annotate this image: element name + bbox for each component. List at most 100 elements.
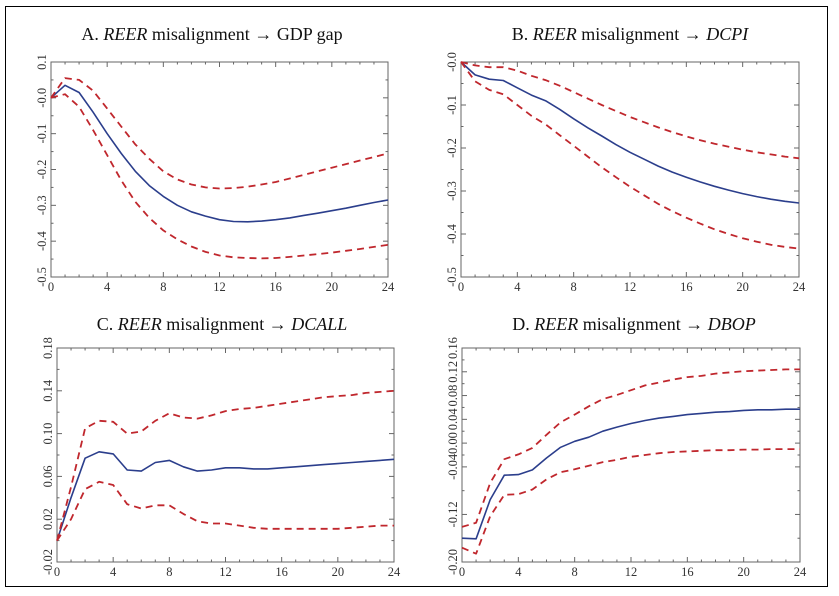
x-tick-label: 4 xyxy=(104,280,111,294)
y-tick-label: 0.14 xyxy=(41,379,55,402)
chart-panel-b: B. REER misalignment → DCPI 0 4 8 12 16 20 24 -0… xyxy=(445,24,806,294)
figure-frame xyxy=(5,6,828,587)
y-tick-label: -0.12 xyxy=(446,501,460,527)
series-line-upper xyxy=(461,368,800,528)
y-tick-label: -0.3 xyxy=(35,195,49,215)
x-tick-label: 16 xyxy=(680,280,693,294)
y-tick-label: -0.02 xyxy=(41,549,55,575)
title-shock: REER xyxy=(117,314,162,334)
x-tick-label: 20 xyxy=(332,565,345,579)
title-response: DCPI xyxy=(705,24,749,44)
chart-title: D. REER misalignment → DBOP xyxy=(512,314,755,334)
title-response: DBOP xyxy=(707,314,756,334)
x-tick-label: 8 xyxy=(571,280,577,294)
title-text: misalignment xyxy=(152,24,250,44)
plot-area-frame xyxy=(50,61,389,278)
chart-panel-a: A. REER misalignment → GDP gap 0 4 8 12 16 20 2… xyxy=(35,24,395,294)
y-tick-label: -0.2 xyxy=(445,138,459,158)
y-tick-label: 0.00 xyxy=(446,432,460,454)
y-tick-label: 0.18 xyxy=(41,337,55,359)
y-tick-label: -0.2 xyxy=(35,160,49,180)
x-tick-label: 24 xyxy=(388,565,401,579)
x-tick-label: 8 xyxy=(160,280,166,294)
y-tick-label: -0.0 xyxy=(35,88,49,108)
title-response: DCALL xyxy=(290,314,347,334)
title-arrow: → xyxy=(254,24,272,44)
series-line-upper xyxy=(460,61,800,160)
series-line-lower xyxy=(50,93,389,260)
title-arrow: → xyxy=(684,24,702,44)
x-tick-label: 20 xyxy=(736,280,749,294)
chart-panel-d: D. REER misalignment → DBOP 0 4 8 12 16 20 24 -0… xyxy=(446,314,807,579)
title-prefix: A. xyxy=(81,24,99,44)
y-tick-label: -0.04 xyxy=(446,453,460,480)
x-tick-label: 16 xyxy=(275,565,288,579)
title-arrow: → xyxy=(685,314,703,334)
x-tick-label: 0 xyxy=(458,280,464,294)
title-text: misalignment xyxy=(166,314,264,334)
x-tick-label: 4 xyxy=(515,565,522,579)
y-tick-label: 0.02 xyxy=(41,508,55,530)
title-text: misalignment xyxy=(583,314,681,334)
title-shock: REER xyxy=(102,24,147,44)
series-line-upper xyxy=(50,77,389,190)
plot-area-frame xyxy=(461,347,801,563)
y-tick-label: 0.12 xyxy=(446,361,460,383)
title-shock: REER xyxy=(533,314,578,334)
title-response: GDP gap xyxy=(277,24,343,44)
x-tick-label: 24 xyxy=(382,280,395,294)
x-tick-label: 8 xyxy=(166,565,172,579)
x-tick-label: 20 xyxy=(737,565,750,579)
x-tick-label: 0 xyxy=(459,565,465,579)
series-line-median xyxy=(56,450,395,541)
y-tick-label: -0.1 xyxy=(35,124,49,144)
y-tick-label: -0.4 xyxy=(35,231,49,252)
x-tick-label: 4 xyxy=(110,565,117,579)
x-tick-label: 24 xyxy=(794,565,807,579)
y-tick-label: 0.16 xyxy=(446,337,460,359)
title-arrow: → xyxy=(269,314,287,334)
y-tick-label: 0.08 xyxy=(446,385,460,407)
y-tick-label: -0.5 xyxy=(35,267,49,287)
chart-title: B. REER misalignment → DCPI xyxy=(512,24,750,44)
chart-panel-c: C. REER misalignment → DCALL 0 4 8 12 16 20 24 -… xyxy=(41,314,401,579)
y-tick-label: 0.04 xyxy=(446,408,460,431)
y-tick-label: 0.06 xyxy=(41,465,55,487)
title-prefix: B. xyxy=(512,24,529,44)
y-tick-label: -0.3 xyxy=(445,181,459,201)
title-prefix: C. xyxy=(97,314,114,334)
x-tick-label: 12 xyxy=(624,280,637,294)
title-shock: REER xyxy=(532,24,577,44)
y-tick-label: -0.5 xyxy=(445,267,459,287)
y-tick-label: -0.20 xyxy=(446,549,460,575)
series-line-median xyxy=(461,408,800,540)
x-tick-label: 12 xyxy=(213,280,226,294)
x-tick-label: 0 xyxy=(48,280,54,294)
x-tick-label: 4 xyxy=(514,280,521,294)
x-tick-label: 0 xyxy=(54,565,60,579)
y-tick-label: -0.1 xyxy=(445,95,459,115)
plot-area-frame xyxy=(56,347,395,563)
title-prefix: D. xyxy=(512,314,530,334)
series-line-lower xyxy=(460,61,800,250)
chart-title: A. REER misalignment → GDP gap xyxy=(81,24,342,44)
y-tick-label: -0.4 xyxy=(445,223,459,244)
x-tick-label: 12 xyxy=(219,565,232,579)
x-tick-label: 20 xyxy=(326,280,339,294)
x-tick-label: 16 xyxy=(681,565,694,579)
series-line-median xyxy=(460,61,800,204)
y-tick-label: -0.0 xyxy=(445,52,459,72)
y-tick-label: 0.10 xyxy=(41,423,55,445)
y-tick-label: 0.1 xyxy=(35,54,49,70)
title-text: misalignment xyxy=(581,24,679,44)
plot-area-frame xyxy=(460,61,800,278)
series-line-median xyxy=(50,84,389,223)
x-tick-label: 12 xyxy=(625,565,638,579)
series-line-lower xyxy=(461,448,800,555)
series-line-lower xyxy=(56,480,394,542)
x-tick-label: 24 xyxy=(793,280,806,294)
chart-title: C. REER misalignment → DCALL xyxy=(97,314,348,334)
x-tick-label: 8 xyxy=(572,565,578,579)
x-tick-label: 16 xyxy=(269,280,282,294)
